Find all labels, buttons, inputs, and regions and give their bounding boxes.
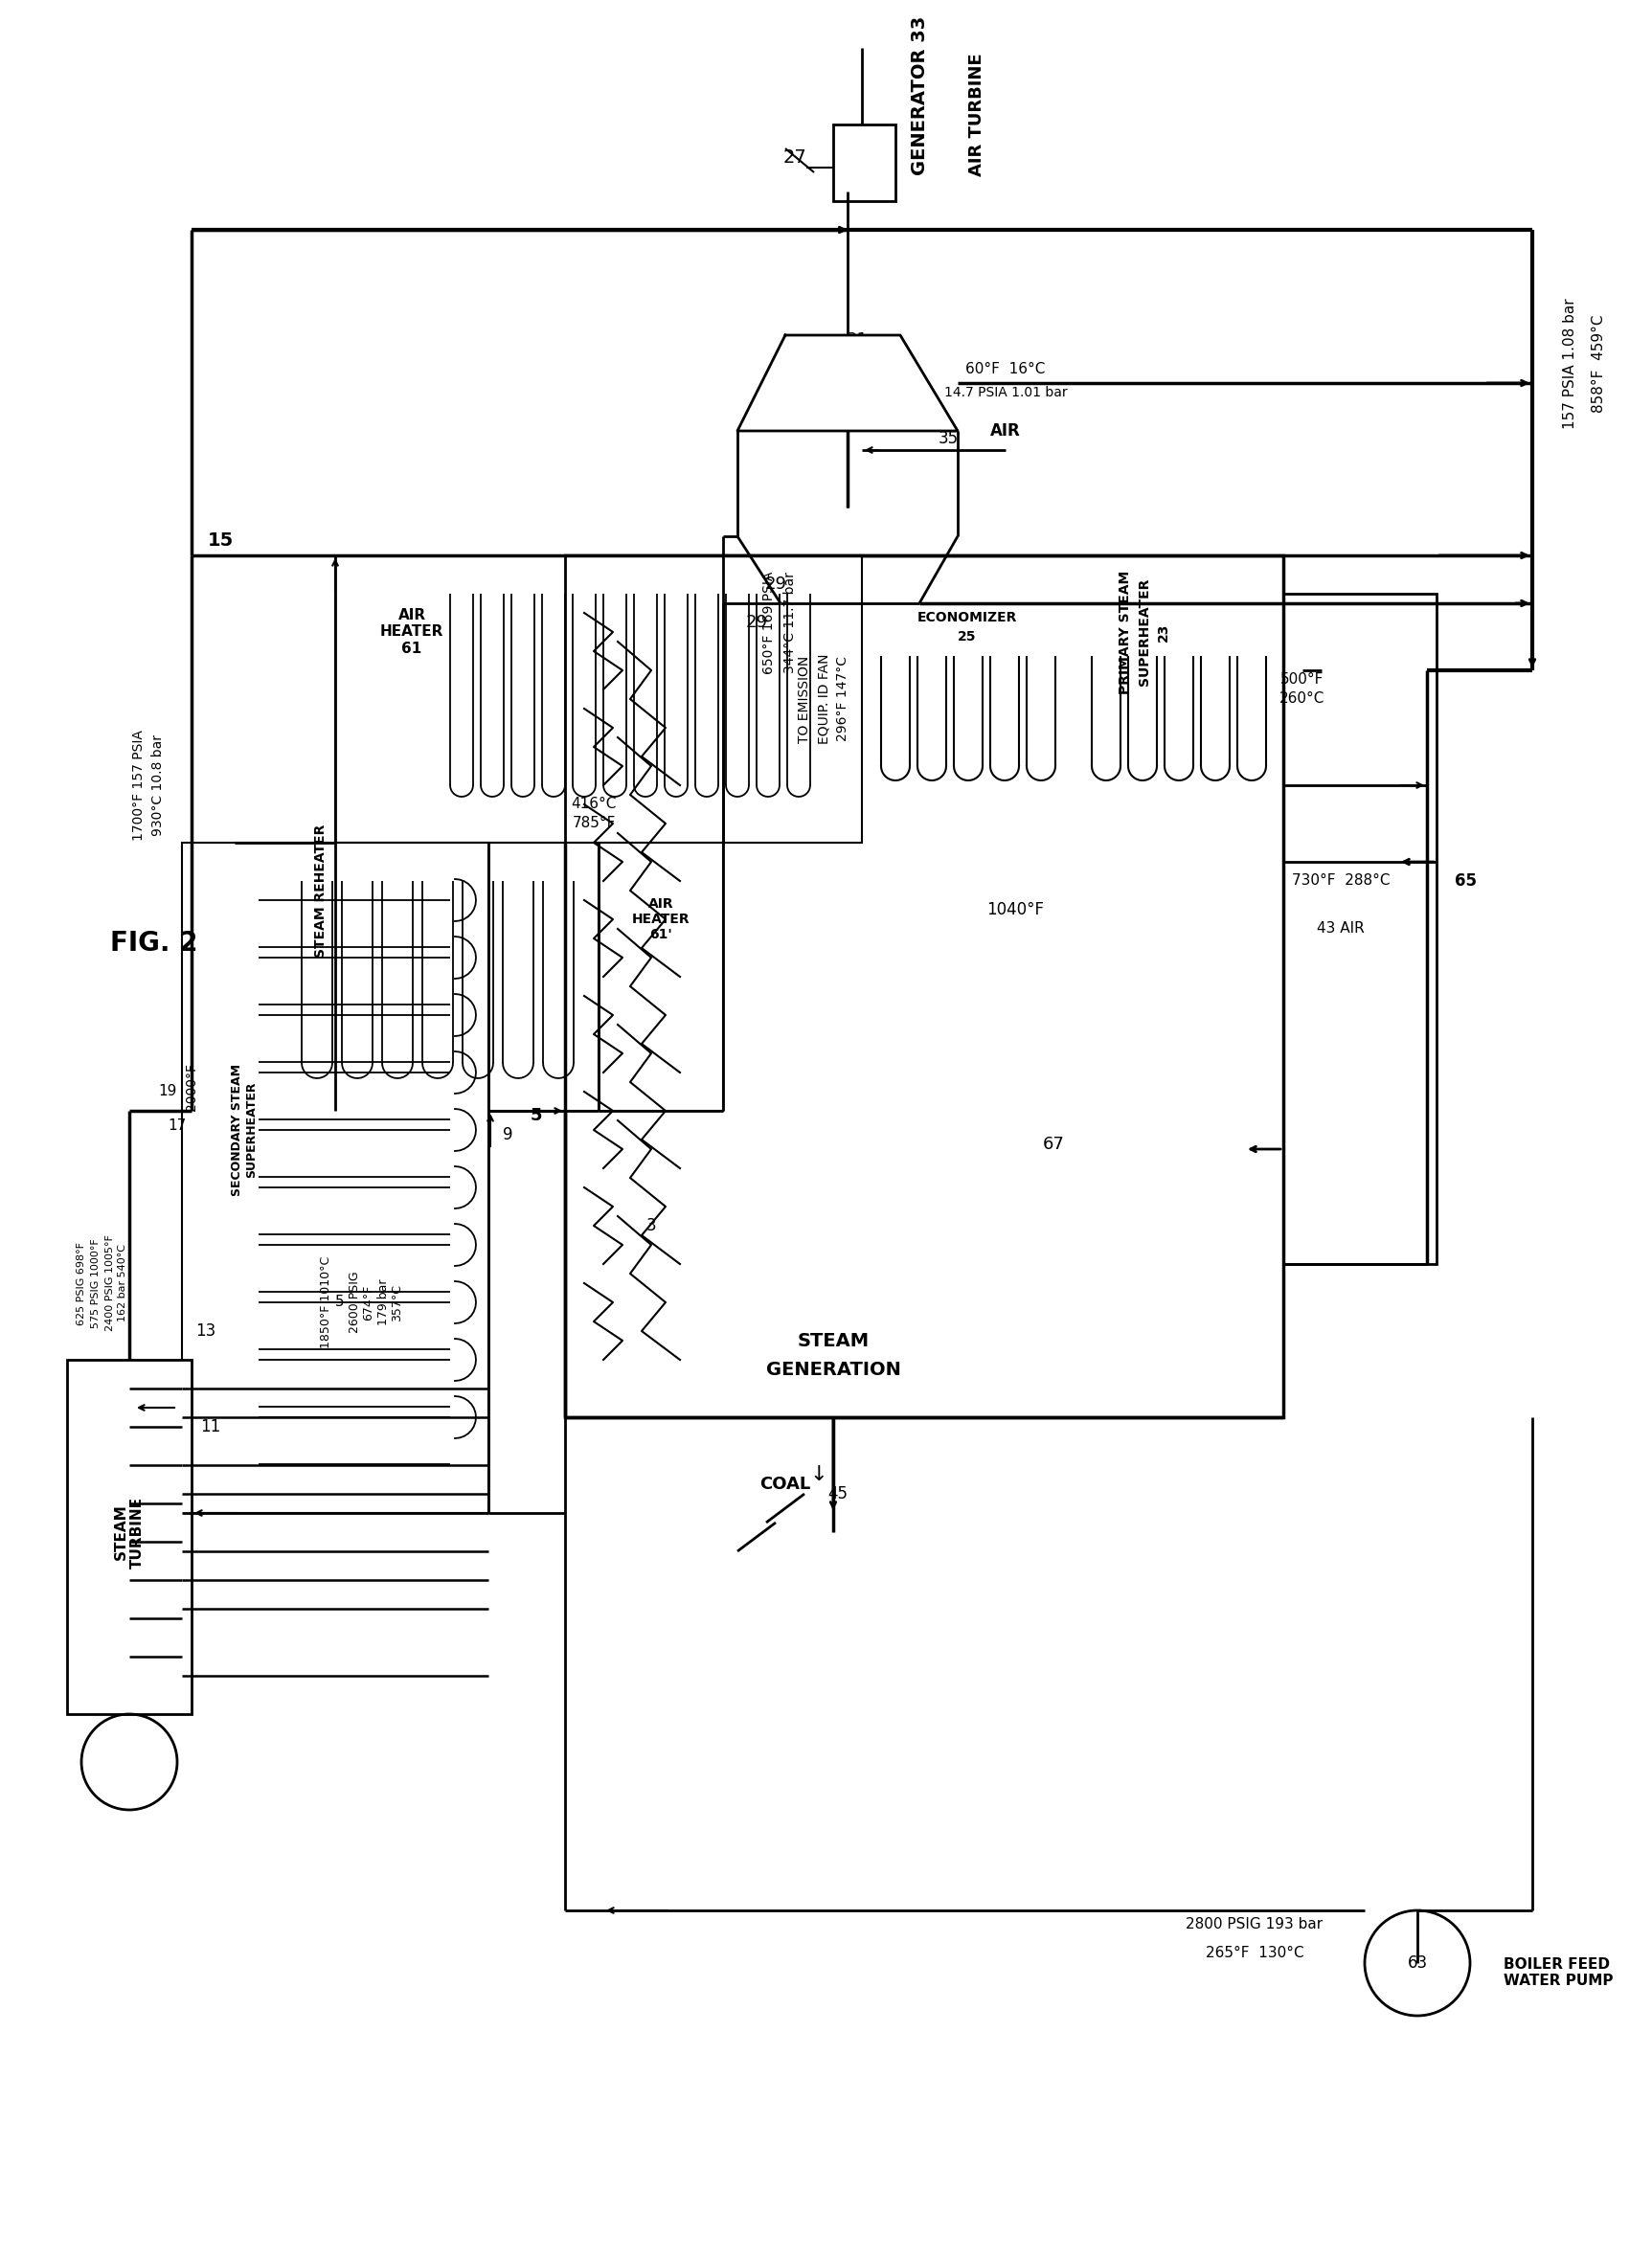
Text: AIR
HEATER
61: AIR HEATER 61 [380, 607, 444, 655]
Text: 730°F  288°C: 730°F 288°C [1292, 874, 1389, 887]
Bar [598, 842, 724, 1111]
Text: PRIMARY STEAM: PRIMARY STEAM [1118, 569, 1132, 693]
Text: GENERATION: GENERATION [767, 1359, 900, 1377]
Text: 60°F  16°C: 60°F 16°C [966, 361, 1046, 375]
Text: 45: 45 [828, 1486, 847, 1502]
Text: 63: 63 [1408, 1955, 1427, 1971]
Text: 15: 15 [206, 533, 233, 551]
Bar [235, 842, 598, 1111]
Text: 67: 67 [1042, 1136, 1064, 1154]
Text: 23: 23 [1156, 623, 1170, 641]
Text: 575 PSIG 1000°F: 575 PSIG 1000°F [91, 1237, 101, 1328]
Text: FIG. 2: FIG. 2 [111, 930, 198, 957]
Text: 500°F: 500°F [1280, 673, 1325, 686]
Text: 1700°F 157 PSIA: 1700°F 157 PSIA [132, 729, 145, 840]
Text: 5: 5 [530, 1106, 542, 1124]
Text: 2800 PSIG 193 bar: 2800 PSIG 193 bar [1186, 1917, 1323, 1933]
Text: 31: 31 [846, 332, 867, 348]
Text: STEAM
TURBINE: STEAM TURBINE [114, 1497, 145, 1567]
Text: 3: 3 [646, 1217, 656, 1235]
Text: 650°F 169 PSIA: 650°F 169 PSIA [762, 571, 776, 673]
Text: 1850°F 1010°C: 1850°F 1010°C [319, 1255, 332, 1348]
Text: STEAM REHEATER: STEAM REHEATER [314, 824, 327, 957]
Text: 357°C: 357°C [392, 1283, 403, 1321]
Text: AIR
HEATER
61': AIR HEATER 61' [631, 896, 691, 942]
Text: 296°F 147°C: 296°F 147°C [836, 657, 849, 741]
Text: 2600 PSIG: 2600 PSIG [349, 1271, 360, 1332]
Text: 674°F: 674°F [362, 1285, 375, 1321]
Text: 930°C 10.8 bar: 930°C 10.8 bar [152, 734, 165, 835]
Text: 2400 PSIG 1005°F: 2400 PSIG 1005°F [106, 1235, 116, 1332]
Text: GENERATOR 33: GENERATOR 33 [910, 16, 928, 176]
Text: 260°C: 260°C [1280, 691, 1325, 707]
Text: 27: 27 [783, 149, 806, 167]
Bar [1284, 594, 1437, 1264]
Text: 35: 35 [938, 429, 958, 447]
Text: ECONOMIZER: ECONOMIZER [917, 612, 1018, 625]
Text: 29: 29 [745, 614, 768, 630]
Text: AIR: AIR [990, 422, 1021, 440]
Text: 9: 9 [502, 1127, 512, 1143]
Text: 13: 13 [195, 1323, 216, 1339]
Text: 14.7 PSIA 1.01 bar: 14.7 PSIA 1.01 bar [943, 386, 1067, 400]
Text: 625 PSIG 698°F: 625 PSIG 698°F [76, 1242, 86, 1325]
Text: 179 bar: 179 bar [377, 1278, 390, 1325]
Text: STEAM: STEAM [798, 1332, 869, 1350]
Text: SECONDARY STEAM
SUPERHEATER: SECONDARY STEAM SUPERHEATER [231, 1064, 258, 1197]
Polygon shape [737, 334, 958, 431]
Bar [833, 124, 895, 201]
Bar [862, 594, 1072, 786]
Text: 1040°F: 1040°F [986, 901, 1044, 919]
Text: 43 AIR: 43 AIR [1317, 921, 1365, 937]
Text: ↓: ↓ [809, 1465, 828, 1484]
Bar [182, 842, 489, 1513]
Text: 157 PSIA 1.08 bar: 157 PSIA 1.08 bar [1563, 298, 1578, 429]
Bar [335, 555, 862, 842]
Text: 858°F  459°C: 858°F 459°C [1593, 314, 1606, 413]
Text: 19: 19 [159, 1084, 177, 1100]
Bar [68, 1359, 192, 1714]
Text: BOILER FEED
WATER PUMP: BOILER FEED WATER PUMP [1503, 1958, 1614, 1987]
Bar [565, 555, 1284, 1418]
Text: 416°C: 416°C [572, 797, 616, 811]
Text: 11: 11 [200, 1418, 221, 1436]
Text: EQUIP. ID FAN: EQUIP. ID FAN [816, 655, 831, 745]
Text: 344°C 11.7 bar: 344°C 11.7 bar [783, 571, 796, 673]
Text: 2000°F: 2000°F [185, 1064, 198, 1111]
Text: 162 bar 540°C: 162 bar 540°C [117, 1244, 127, 1321]
Text: COAL: COAL [760, 1477, 811, 1493]
Text: 17: 17 [169, 1118, 187, 1131]
Text: TO EMISSION: TO EMISSION [798, 655, 811, 743]
Text: 65: 65 [1454, 872, 1477, 890]
Text: 25: 25 [958, 630, 976, 644]
Text: 785°F: 785°F [572, 817, 616, 831]
Bar [1072, 594, 1284, 786]
Text: 29: 29 [765, 576, 786, 594]
Text: SUPERHEATER: SUPERHEATER [1138, 578, 1151, 686]
Text: 5: 5 [335, 1296, 345, 1310]
Text: 265°F  130°C: 265°F 130°C [1206, 1946, 1303, 1960]
Text: AIR TURBINE: AIR TURBINE [968, 54, 986, 176]
